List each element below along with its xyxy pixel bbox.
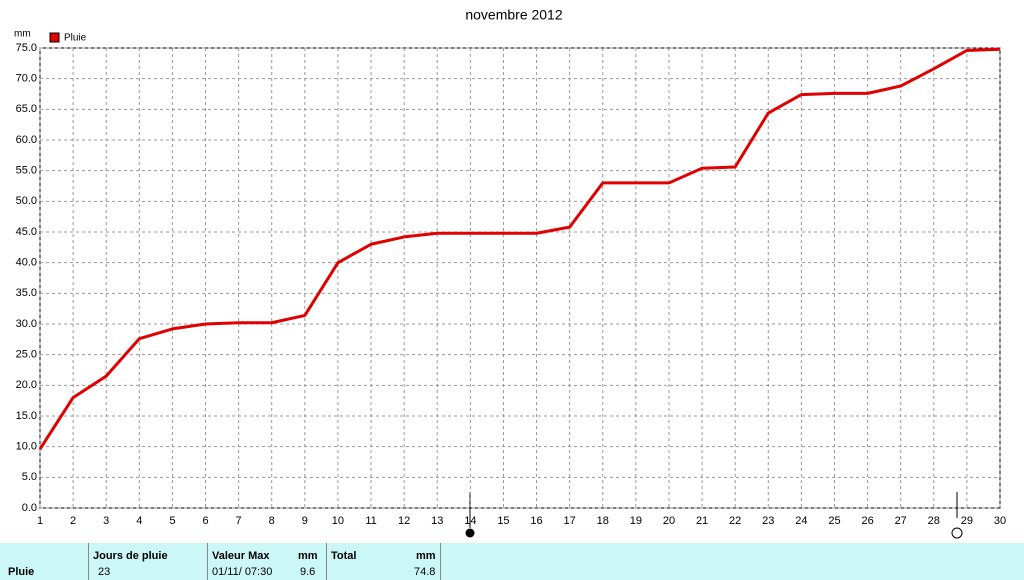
x-tick-label: 13 bbox=[431, 515, 443, 527]
x-tick-label: 12 bbox=[398, 515, 410, 527]
cell: 9.6 bbox=[300, 566, 316, 578]
y-tick-label: 0.0 bbox=[22, 502, 37, 514]
y-tick-label: 55.0 bbox=[16, 165, 37, 177]
y-unit: mm bbox=[14, 29, 31, 40]
moon-full bbox=[465, 528, 475, 538]
y-tick-label: 25.0 bbox=[16, 349, 37, 361]
y-tick-label: 15.0 bbox=[16, 410, 37, 422]
y-tick-label: 70.0 bbox=[16, 73, 37, 85]
cell: 01/11/ 07:30 bbox=[212, 566, 273, 578]
y-tick-label: 40.0 bbox=[16, 257, 37, 269]
x-tick-label: 18 bbox=[597, 515, 609, 527]
x-tick-label: 9 bbox=[302, 515, 308, 527]
cell: 23 bbox=[98, 566, 111, 578]
x-tick-label: 4 bbox=[136, 515, 142, 527]
separator bbox=[207, 543, 208, 580]
x-tick-label: 23 bbox=[762, 515, 774, 527]
x-tick-label: 17 bbox=[564, 515, 576, 527]
header-cell: Total bbox=[331, 550, 357, 562]
x-tick-label: 16 bbox=[530, 515, 542, 527]
chart: novembre 2012 mm 0.0 5.0 10.0 15.0 20.0 25.0 3… bbox=[14, 7, 1006, 539]
header-cell: mm bbox=[416, 550, 436, 562]
y-tick-label: 30.0 bbox=[16, 318, 37, 330]
legend-label: Pluie bbox=[64, 33, 87, 44]
y-tick-label: 5.0 bbox=[22, 471, 37, 483]
y-tick-label: 10.0 bbox=[16, 441, 37, 453]
x-tick-label: 30 bbox=[994, 515, 1006, 527]
line bbox=[38, 47, 1001, 450]
legend-swatch bbox=[49, 32, 60, 43]
separator bbox=[88, 543, 89, 580]
x-tick-label: 21 bbox=[696, 515, 708, 527]
x-tick-label: 29 bbox=[961, 515, 973, 527]
row-label: Pluie bbox=[8, 566, 35, 578]
x-tick-label: 6 bbox=[202, 515, 208, 527]
y-tick-label: 35.0 bbox=[16, 287, 37, 299]
summary-table: Jours de pluie Valeur Max mm Total mm Pl… bbox=[0, 543, 1024, 580]
x-tick-label: 2 bbox=[70, 515, 76, 527]
x-tick-label: 11 bbox=[365, 515, 376, 527]
cell: 74.8 bbox=[414, 566, 436, 578]
x-tick-label: 22 bbox=[729, 515, 741, 527]
moon-new bbox=[951, 527, 963, 539]
x-tick-label: 10 bbox=[332, 515, 344, 527]
x-tick-label: 19 bbox=[630, 515, 642, 527]
x-tick-label: 8 bbox=[269, 515, 275, 527]
x-tick-label: 3 bbox=[103, 515, 109, 527]
y-tick-label: 20.0 bbox=[16, 379, 37, 391]
x-tick-label: 24 bbox=[795, 515, 807, 527]
y-tick-label: 50.0 bbox=[16, 195, 37, 207]
separator bbox=[326, 543, 327, 580]
y-tick-label: 60.0 bbox=[16, 134, 37, 146]
header-cell: Jours de pluie bbox=[93, 550, 168, 562]
x-tick-label: 28 bbox=[928, 515, 940, 527]
x-tick-label: 5 bbox=[169, 515, 175, 527]
x-tick-label: 1 bbox=[37, 515, 43, 527]
header-cell: mm bbox=[298, 550, 318, 562]
x-tick-label: 25 bbox=[828, 515, 840, 527]
y-tick-label: 75.0 bbox=[16, 42, 37, 54]
x-tick-label: 27 bbox=[895, 515, 907, 527]
chart-title: novembre 2012 bbox=[465, 7, 563, 23]
y-tick-label: 65.0 bbox=[16, 103, 37, 115]
plot-frame bbox=[39, 47, 1001, 509]
x-tick-label: 7 bbox=[236, 515, 242, 527]
header-cell: Valeur Max bbox=[212, 550, 270, 562]
y-tick-label: 45.0 bbox=[16, 226, 37, 238]
x-tick-label: 26 bbox=[861, 515, 873, 527]
x-tick-label: 15 bbox=[497, 515, 509, 527]
separator bbox=[440, 543, 441, 580]
x-tick-label: 20 bbox=[663, 515, 675, 527]
x-tick-label: 14 bbox=[464, 515, 476, 527]
